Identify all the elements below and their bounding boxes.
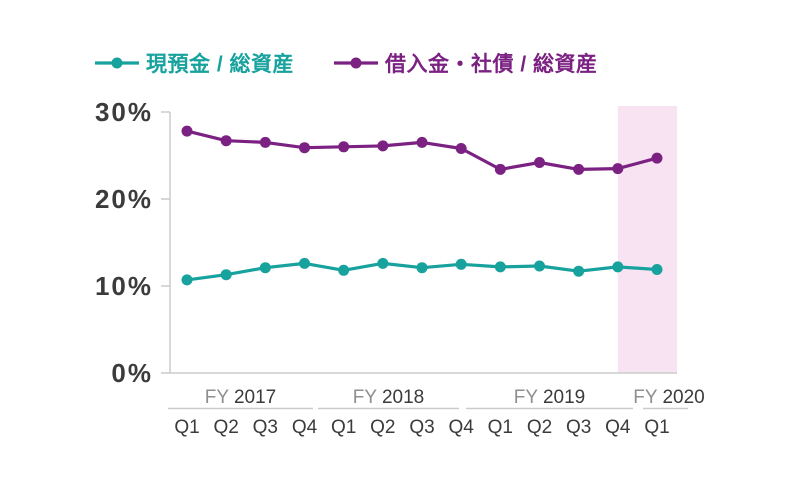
line-dot-marker-icon [334, 57, 379, 69]
x-axis-quarter-label: Q1 [488, 417, 513, 438]
data-point-marker [259, 136, 271, 148]
data-point-marker [455, 258, 467, 270]
data-point-marker [494, 261, 506, 273]
x-axis-quarter-label: Q4 [292, 417, 318, 438]
data-point-marker [612, 261, 624, 273]
data-point-marker [338, 141, 350, 153]
x-axis-quarter-label: Q3 [253, 417, 278, 438]
data-point-marker [612, 163, 624, 175]
data-point-marker [220, 135, 232, 147]
legend-item-debt-ratio: 借入金・社債 / 総資産 [334, 48, 598, 78]
data-point-marker [573, 163, 585, 175]
data-point-marker [220, 269, 232, 281]
legend-item-cash-ratio: 現預金 / 総資産 [95, 48, 294, 78]
x-axis-quarter-label: Q2 [527, 417, 552, 438]
data-point-marker [534, 157, 545, 168]
x-axis-quarter-label: Q1 [644, 417, 669, 438]
line-dot-marker-icon [95, 57, 139, 69]
legend-label-debt-ratio: 借入金・社債 / 総資産 [385, 53, 598, 76]
data-point-marker [651, 264, 663, 275]
x-axis-quarter-label: Q4 [605, 417, 631, 438]
data-point-marker [181, 274, 193, 286]
fiscal-year-label: FY 2019 [514, 387, 586, 408]
x-axis-quarter-label: Q3 [566, 417, 591, 438]
data-point-marker [416, 136, 428, 148]
data-point-marker [573, 265, 585, 277]
legend-label-cash-ratio: 現預金 / 総資産 [146, 53, 295, 76]
data-point-marker [416, 262, 428, 274]
data-point-marker [299, 257, 310, 269]
data-point-marker [377, 257, 389, 269]
y-axis-label: 30% [95, 97, 153, 127]
y-axis-label: 0% [111, 358, 153, 388]
data-point-marker [455, 143, 467, 154]
highlight-band [617, 106, 677, 373]
data-point-marker [299, 142, 310, 154]
x-axis-quarter-label: Q2 [213, 417, 238, 438]
chart-legend: 現預金 / 総資産 借入金・社債 / 総資産 [95, 48, 598, 78]
fiscal-year-label: FY 2017 [205, 387, 277, 408]
y-axis-label: 10% [95, 271, 153, 301]
y-axis-label: 20% [95, 184, 153, 214]
x-axis-quarter-label: Q2 [370, 417, 395, 438]
fiscal-year-label: FY 2018 [353, 387, 425, 408]
fiscal-year-label: FY 2020 [633, 387, 705, 408]
x-axis-quarter-label: Q3 [409, 417, 434, 438]
data-point-marker [651, 152, 663, 164]
x-axis-quarter-label: Q4 [448, 417, 474, 438]
data-point-marker [494, 163, 506, 175]
data-point-marker [377, 140, 389, 152]
data-point-marker [338, 264, 350, 276]
data-point-marker [181, 125, 193, 137]
series-line [186, 129, 658, 171]
data-point-marker [534, 260, 545, 272]
data-point-marker [259, 262, 271, 274]
x-axis-quarter-label: Q1 [174, 417, 199, 438]
x-axis-quarter-label: Q1 [331, 417, 356, 438]
